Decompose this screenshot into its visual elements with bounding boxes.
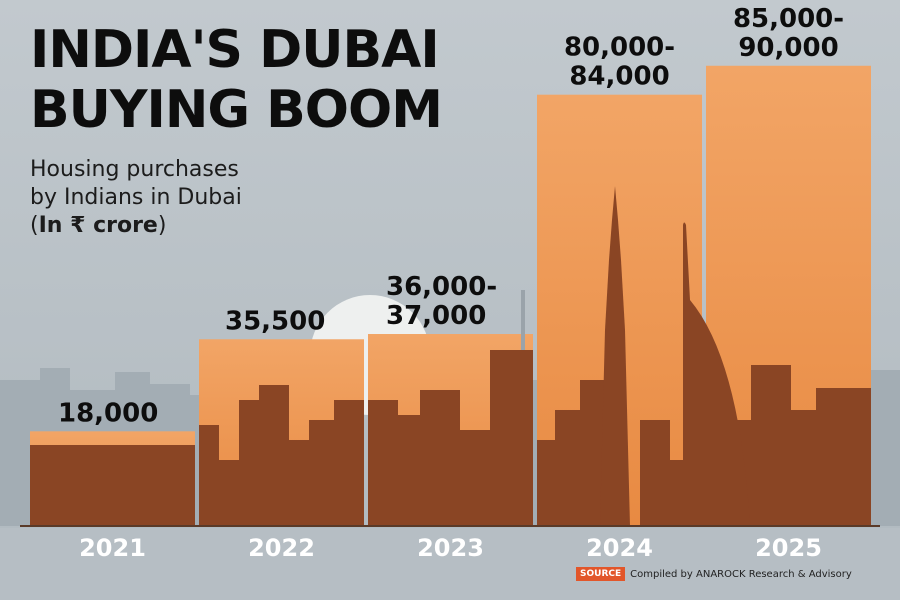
building: [239, 400, 259, 526]
x-tick-labels: 2021 2022 2023 2024 2025: [79, 534, 822, 562]
building: [334, 400, 364, 526]
value-label-2022: 35,500: [225, 306, 325, 336]
building: [791, 410, 816, 526]
building: [555, 410, 580, 526]
source-text: Compiled by ANAROCK Research & Advisory: [630, 568, 852, 580]
building: [368, 400, 398, 526]
ground: [0, 528, 900, 600]
building: [398, 415, 420, 526]
building: [640, 420, 670, 526]
building: [309, 420, 334, 526]
building: [420, 390, 460, 526]
x-tick-2025: 2025: [755, 534, 822, 562]
subtitle-line-1: Housing purchases: [30, 157, 239, 182]
building: [219, 460, 239, 526]
building: [30, 445, 195, 526]
source-note: SOURCE Compiled by ANAROCK Research & Ad…: [576, 567, 852, 581]
chart-subtitle: Housing purchases by Indians in Dubai (I…: [30, 156, 242, 240]
value-labels: 18,000 35,500 36,000-37,000 80,000-84,000 85…: [58, 4, 844, 429]
x-tick-2022: 2022: [248, 534, 315, 562]
value-label-2024: 80,000-84,000: [564, 33, 675, 92]
background-building: [870, 395, 900, 526]
value-label-2023: 36,000-37,000: [386, 272, 497, 331]
building: [289, 440, 309, 526]
building: [816, 388, 871, 526]
subtitle-unit-open: (: [30, 213, 39, 238]
source-badge: SOURCE: [576, 567, 626, 581]
tower-icon: [600, 186, 630, 526]
sail-tower-icon: [683, 222, 750, 526]
building: [537, 440, 555, 526]
building: [199, 425, 219, 526]
building: [490, 350, 533, 526]
building: [751, 365, 791, 526]
chart-title: INDIA'S DUBAI BUYING BOOM: [30, 20, 443, 140]
value-label-2025: 85,000-90,000: [733, 4, 844, 63]
building: [259, 385, 289, 526]
antenna: [521, 290, 525, 350]
subtitle-unit: In ₹ crore: [38, 213, 158, 238]
subtitle-line-2: by Indians in Dubai: [30, 185, 242, 210]
skyline-silhouette: [30, 186, 871, 526]
value-label-2021: 18,000: [58, 398, 158, 428]
x-tick-2021: 2021: [79, 534, 146, 562]
x-tick-2024: 2024: [586, 534, 653, 562]
building: [460, 430, 490, 526]
subtitle-unit-close: ): [157, 213, 167, 238]
x-tick-2023: 2023: [417, 534, 484, 562]
